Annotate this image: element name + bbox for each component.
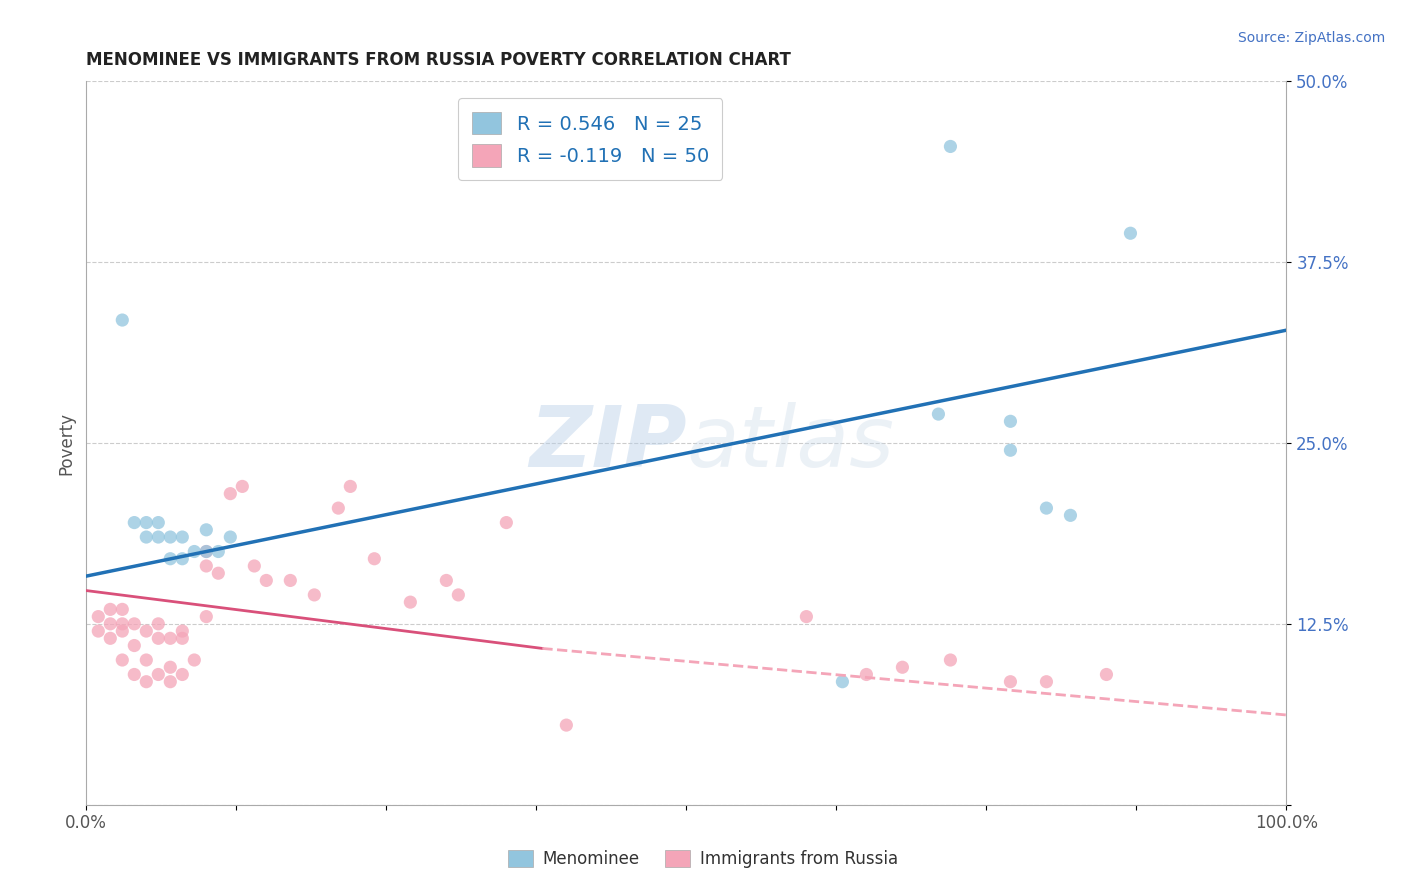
- Point: [231, 479, 253, 493]
- Point: [159, 551, 181, 566]
- Point: [1059, 508, 1081, 523]
- Point: [135, 516, 157, 530]
- Text: ZIP: ZIP: [529, 401, 686, 484]
- Point: [447, 588, 470, 602]
- Point: [135, 674, 157, 689]
- Point: [555, 718, 578, 732]
- Point: [172, 632, 194, 646]
- Point: [172, 624, 194, 638]
- Point: [111, 616, 134, 631]
- Point: [183, 544, 205, 558]
- Point: [159, 632, 181, 646]
- Point: [111, 653, 134, 667]
- Point: [124, 616, 146, 631]
- Point: [148, 667, 170, 681]
- Point: [111, 602, 134, 616]
- Point: [195, 544, 218, 558]
- Point: [363, 551, 385, 566]
- Point: [135, 530, 157, 544]
- Point: [159, 530, 181, 544]
- Point: [1095, 667, 1118, 681]
- Point: [87, 609, 110, 624]
- Text: atlas: atlas: [686, 401, 894, 484]
- Point: [87, 624, 110, 638]
- Point: [1119, 226, 1142, 240]
- Point: [939, 139, 962, 153]
- Point: [148, 616, 170, 631]
- Point: [124, 516, 146, 530]
- Point: [434, 574, 457, 588]
- Point: [278, 574, 301, 588]
- Point: [219, 530, 242, 544]
- Point: [1000, 674, 1022, 689]
- Point: [172, 667, 194, 681]
- Point: [98, 602, 121, 616]
- Point: [219, 486, 242, 500]
- Point: [124, 639, 146, 653]
- Point: [1000, 414, 1022, 428]
- Point: [207, 566, 229, 581]
- Y-axis label: Poverty: Poverty: [58, 411, 75, 475]
- Point: [172, 530, 194, 544]
- Text: Source: ZipAtlas.com: Source: ZipAtlas.com: [1237, 31, 1385, 45]
- Point: [111, 313, 134, 327]
- Point: [98, 616, 121, 631]
- Point: [207, 544, 229, 558]
- Point: [195, 609, 218, 624]
- Point: [148, 530, 170, 544]
- Text: MENOMINEE VS IMMIGRANTS FROM RUSSIA POVERTY CORRELATION CHART: MENOMINEE VS IMMIGRANTS FROM RUSSIA POVE…: [86, 51, 792, 69]
- Point: [159, 660, 181, 674]
- Point: [399, 595, 422, 609]
- Point: [304, 588, 326, 602]
- Point: [855, 667, 877, 681]
- Point: [148, 632, 170, 646]
- Point: [172, 551, 194, 566]
- Point: [1035, 674, 1057, 689]
- Point: [135, 624, 157, 638]
- Legend: R = 0.546   N = 25, R = -0.119   N = 50: R = 0.546 N = 25, R = -0.119 N = 50: [458, 98, 723, 180]
- Point: [159, 674, 181, 689]
- Point: [339, 479, 361, 493]
- Point: [254, 574, 277, 588]
- Point: [135, 653, 157, 667]
- Point: [927, 407, 949, 421]
- Point: [831, 674, 853, 689]
- Point: [328, 501, 350, 516]
- Point: [243, 559, 266, 574]
- Point: [1000, 443, 1022, 458]
- Point: [195, 559, 218, 574]
- Point: [796, 609, 818, 624]
- Point: [124, 667, 146, 681]
- Point: [183, 653, 205, 667]
- Legend: Menominee, Immigrants from Russia: Menominee, Immigrants from Russia: [501, 843, 905, 875]
- Point: [195, 523, 218, 537]
- Point: [111, 624, 134, 638]
- Point: [891, 660, 914, 674]
- Point: [98, 632, 121, 646]
- Point: [148, 516, 170, 530]
- Point: [1035, 501, 1057, 516]
- Point: [939, 653, 962, 667]
- Point: [495, 516, 517, 530]
- Point: [195, 544, 218, 558]
